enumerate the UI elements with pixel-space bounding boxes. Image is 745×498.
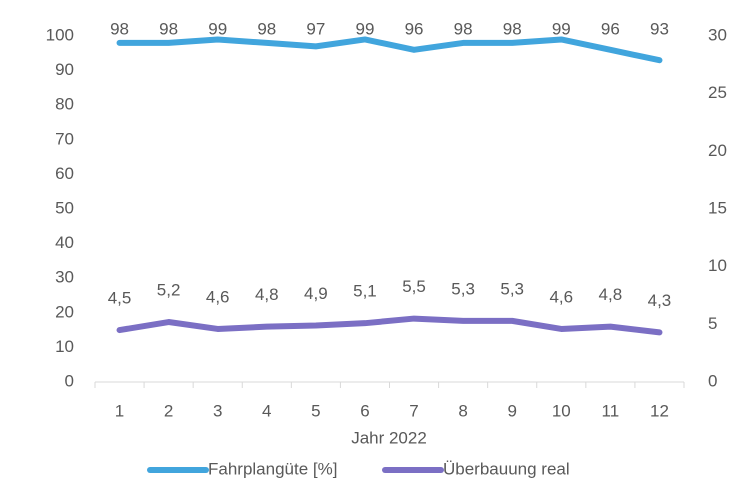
data-label: 4,6 [549,287,573,306]
x-tick-label: 6 [360,401,369,420]
x-tick-label: 12 [650,401,669,420]
data-label: 5,5 [402,277,426,296]
data-label: 4,8 [255,285,279,304]
y-tick-label: 20 [55,302,74,321]
data-label: 4,9 [304,284,328,303]
x-tick-label: 5 [311,401,320,420]
legend-label: Fahrplangüte [%] [208,459,337,478]
x-tick-label: 1 [115,401,124,420]
data-label: 5,1 [353,282,377,301]
data-label: 4,3 [648,291,672,310]
legend-label: Überbauung real [443,459,570,478]
y2-tick-label: 20 [708,141,727,160]
y-tick-label: 0 [65,371,74,390]
y-tick-label: 70 [55,129,74,148]
x-tick-label: 4 [262,401,271,420]
y-tick-label: 100 [46,25,74,44]
x-tick-label: 9 [507,401,516,420]
y-tick-label: 60 [55,164,74,183]
data-label: 98 [503,19,522,38]
y2-tick-label: 10 [708,256,727,275]
y-tick-label: 50 [55,198,74,217]
data-label: 99 [355,19,374,38]
x-axis-title: Jahr 2022 [351,428,427,447]
data-label: 97 [306,19,325,38]
y2-tick-label: 30 [708,25,727,44]
x-tick-label: 8 [458,401,467,420]
y2-tick-label: 5 [708,314,717,333]
y-tick-label: 30 [55,268,74,287]
y2-tick-label: 15 [708,198,727,217]
y-tick-label: 90 [55,60,74,79]
x-tick-label: 2 [164,401,173,420]
data-label: 98 [159,19,178,38]
data-label: 98 [110,19,129,38]
x-tick-label: 3 [213,401,222,420]
x-tick-label: 11 [602,401,620,420]
x-tick-label: 7 [409,401,418,420]
y-tick-label: 40 [55,233,74,252]
data-label: 99 [208,19,227,38]
y-tick-label: 10 [55,337,74,356]
y2-tick-label: 25 [708,83,727,102]
series-line [116,36,663,64]
data-label: 96 [601,19,620,38]
data-label: 5,2 [157,281,181,300]
data-label: 96 [405,19,424,38]
x-tick-label: 10 [552,401,571,420]
y-tick-label: 80 [55,95,74,114]
data-label: 5,3 [500,279,524,298]
data-label: 4,5 [108,289,132,308]
data-label: 5,3 [451,279,475,298]
data-label: 4,8 [599,285,623,304]
data-label: 4,6 [206,287,230,306]
series-line [116,315,663,336]
data-label: 98 [257,19,276,38]
y2-tick-label: 0 [708,371,717,390]
data-label: 99 [552,19,571,38]
data-label: 93 [650,19,669,38]
data-label: 98 [454,19,473,38]
